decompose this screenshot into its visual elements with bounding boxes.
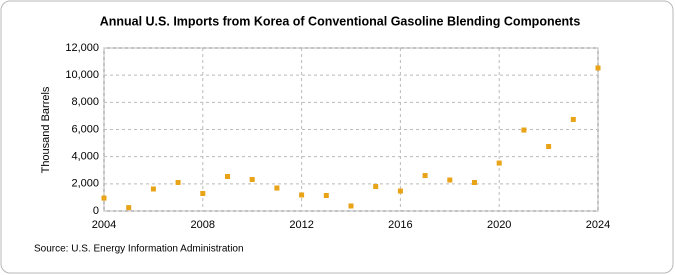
data-point [175, 179, 181, 185]
y-tick-label: 0 [93, 205, 99, 217]
data-point [274, 185, 280, 191]
data-point [323, 193, 329, 199]
x-tick-label: 2020 [487, 219, 511, 231]
x-tick-label: 2004 [92, 219, 116, 231]
chart-title: Annual U.S. Imports from Korea of Conven… [100, 14, 581, 28]
data-point [570, 116, 576, 122]
y-tick-label: 2,000 [71, 178, 99, 190]
data-point [496, 160, 502, 166]
data-point [447, 177, 453, 183]
data-point [595, 65, 601, 71]
data-point [150, 186, 156, 192]
y-tick-label: 4,000 [71, 151, 99, 163]
y-axis-label: Thousand Barrels [40, 86, 52, 173]
data-point [348, 203, 354, 209]
data-point [299, 192, 305, 198]
y-tick-label: 8,000 [71, 96, 99, 108]
data-point [101, 195, 107, 201]
data-point [249, 176, 255, 182]
y-tick-label: 10,000 [65, 69, 99, 81]
data-point [200, 190, 206, 196]
x-tick-label: 2012 [289, 219, 313, 231]
data-point [472, 179, 477, 185]
data-point [126, 205, 132, 211]
x-tick-label: 2016 [388, 219, 412, 231]
data-point [422, 173, 428, 179]
data-point [373, 184, 379, 190]
data-point [397, 188, 403, 194]
data-point [225, 173, 230, 179]
y-tick-label: 6,000 [71, 123, 99, 135]
data-point [546, 143, 552, 149]
source-note: Source: U.S. Energy Information Administ… [34, 244, 244, 255]
x-tick-label: 2008 [191, 219, 215, 231]
data-point [521, 127, 527, 133]
x-tick-label: 2024 [586, 219, 610, 231]
y-tick-label: 12,000 [65, 42, 99, 54]
